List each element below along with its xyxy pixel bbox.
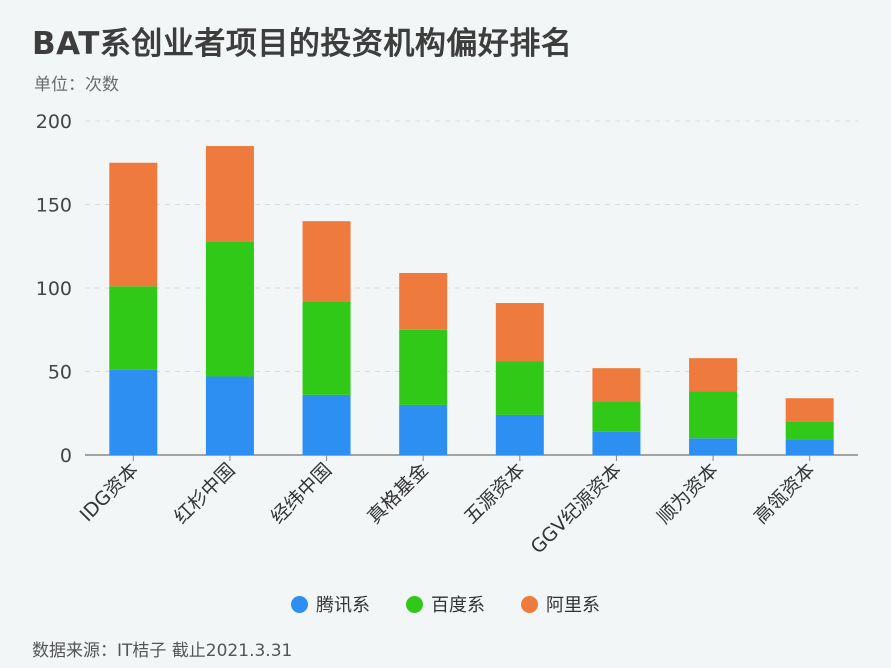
bar-segment-tencent: [495, 414, 544, 455]
x-category-label: 经纬中国: [267, 459, 336, 528]
x-category-label: 高瓴资本: [750, 459, 819, 528]
y-tick-label: 50: [48, 362, 72, 384]
bar-segment-baidu: [399, 329, 448, 405]
bar-segment-alibaba: [302, 221, 351, 302]
stacked-bar-chart: 0 50 100 150 200 IDG资本 红杉中国 经纬中国 真格基金 五源资本GGV纪源资本…: [36, 111, 858, 558]
x-category-label: 五源资本: [460, 459, 529, 528]
legend-swatch-alibaba: [521, 595, 538, 613]
bar-segment-baidu: [302, 301, 351, 395]
legend-label-baidu: 百度系: [431, 595, 485, 616]
legend-item-baidu[interactable]: 百度系: [406, 591, 485, 617]
x-category-label: 顺为资本: [653, 459, 722, 528]
bar-segment-alibaba: [785, 398, 834, 422]
x-category-label: 红杉中国: [170, 459, 239, 528]
bar-segment-alibaba: [109, 162, 158, 287]
bar-segment-tencent: [205, 376, 254, 455]
y-tick-label: 150: [36, 195, 72, 217]
legend-swatch-baidu: [406, 595, 423, 613]
bar-segment-baidu: [592, 401, 641, 432]
x-category-label: IDG资本: [76, 459, 143, 526]
bar-segment-alibaba: [592, 368, 641, 402]
bar-segment-tencent: [689, 438, 738, 455]
bar-segment-tencent: [592, 431, 641, 455]
bar-segment-tencent: [109, 369, 158, 455]
legend-item-alibaba[interactable]: 阿里系: [521, 591, 600, 617]
y-tick-label: 0: [60, 445, 72, 467]
bar-segment-alibaba: [399, 272, 448, 330]
y-tick-label: 100: [36, 278, 72, 300]
bar-segment-baidu: [689, 391, 738, 439]
bar-segment-baidu: [495, 361, 544, 415]
chart-legend: 腾讯系 百度系 阿里系: [0, 591, 891, 617]
bar-segment-tencent: [785, 439, 834, 455]
bar-segment-alibaba: [495, 303, 544, 362]
bar-segment-tencent: [399, 404, 448, 455]
chart-unit-label: 单位：次数: [34, 75, 119, 95]
bar-segment-baidu: [205, 241, 254, 377]
bar-segment-alibaba: [205, 146, 254, 242]
chart-title: BAT系创业者项目的投资机构偏好排名: [32, 26, 573, 62]
x-category-label: 真格基金: [363, 459, 432, 528]
bar-segment-baidu: [109, 286, 158, 370]
data-source-note: 数据来源：IT桔子 截止2021.3.31: [32, 641, 293, 661]
legend-label-tencent: 腾讯系: [316, 595, 370, 616]
x-category-label: GGV纪源资本: [527, 459, 626, 558]
legend-item-tencent[interactable]: 腾讯系: [291, 591, 370, 617]
legend-label-alibaba: 阿里系: [546, 595, 600, 616]
legend-swatch-tencent: [291, 595, 308, 613]
bar-segment-alibaba: [689, 358, 738, 392]
bar-segment-tencent: [302, 394, 351, 455]
bar-segment-baidu: [785, 421, 834, 440]
y-tick-label: 200: [36, 111, 72, 133]
